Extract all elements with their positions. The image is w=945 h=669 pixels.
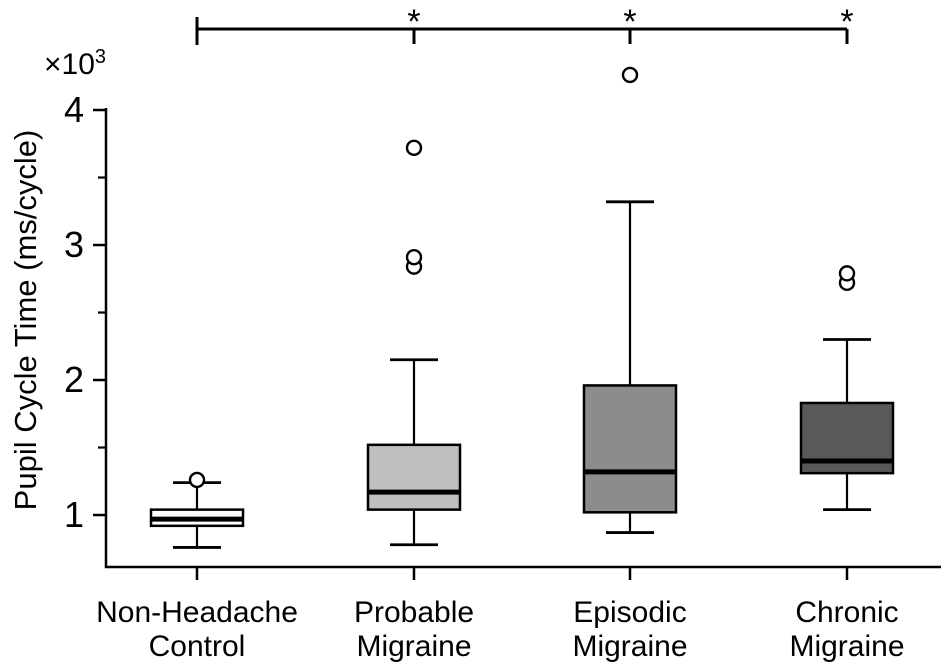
x-category-label-probable-migraine: Probable Migraine [354, 596, 474, 663]
y-tick-label: 2 [64, 359, 84, 400]
y-tick-label: 3 [64, 224, 84, 265]
x-category-label-non-headache-control: Non-Headache Control [96, 596, 298, 663]
significance-asterisk: * [840, 3, 853, 41]
outlier-point [405, 139, 423, 157]
boxplot-probable-migraine [366, 139, 462, 547]
y-tick-label: 4 [64, 89, 84, 130]
outlier-point [621, 66, 639, 84]
iqr-box [582, 384, 678, 514]
y-axis-label: Pupil Cycle Time (ms/cycle) [8, 129, 43, 511]
outlier-point [405, 248, 423, 266]
boxplot-non-headache-control [149, 471, 245, 549]
y-axis-multiplier-label: ×103 [44, 46, 107, 82]
iqr-box [366, 443, 462, 511]
significance-asterisk: * [623, 3, 636, 41]
outlier-point [188, 471, 206, 489]
boxplot-chronic-migraine [799, 265, 895, 512]
axis-lines [104, 108, 941, 569]
y-tick-label: 1 [64, 494, 84, 535]
y-axis-ticks: 1 2 3 4 [64, 89, 106, 535]
significance-bracket: * * * [195, 3, 854, 45]
x-category-label-episodic-migraine: Episodic Migraine [572, 596, 687, 663]
x-category-label-chronic-migraine: Chronic Migraine [789, 596, 904, 663]
boxplot-episodic-migraine [582, 66, 678, 534]
significance-asterisk: * [407, 3, 420, 41]
outlier-point [838, 265, 856, 282]
y-axis-multiplier-exponent: 3 [94, 46, 107, 68]
y-axis-multiplier-base: ×10 [44, 48, 95, 81]
x-axis-ticks: Non-Headache Control Probable Migraine Episo… [96, 567, 905, 663]
